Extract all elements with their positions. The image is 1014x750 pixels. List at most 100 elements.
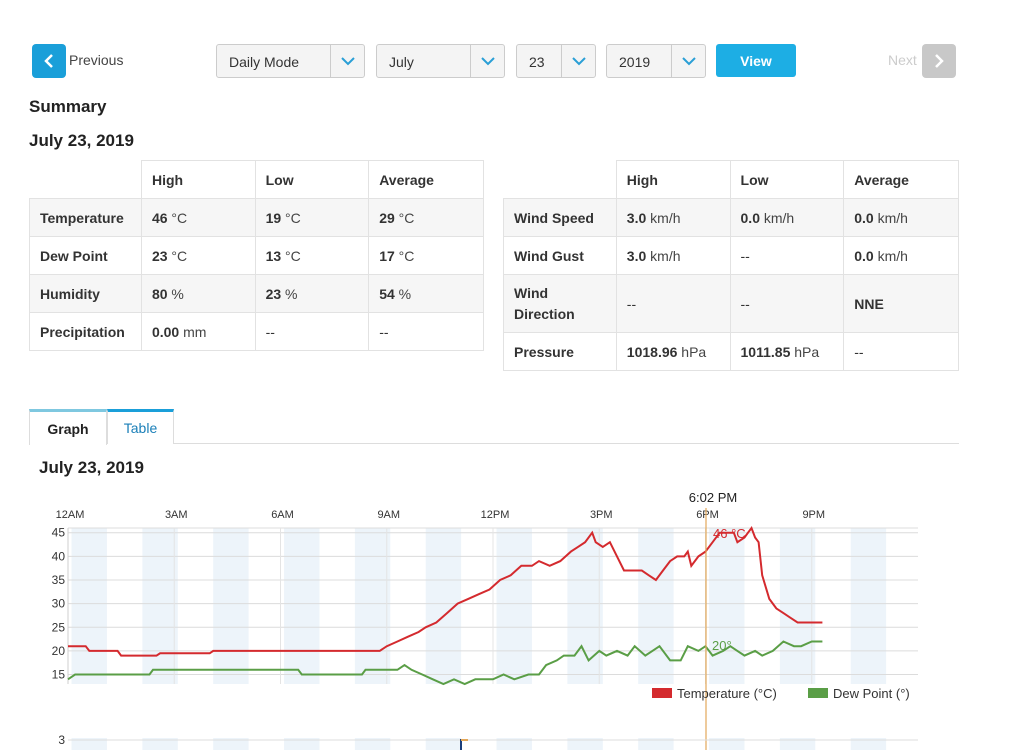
table-cell: 23 % bbox=[254, 274, 370, 313]
table-cell: 54 % bbox=[368, 274, 484, 313]
table-row: Precipitation 0.00 mm -- -- bbox=[29, 312, 484, 351]
hour-band bbox=[496, 738, 532, 750]
table-cell: 13 °C bbox=[254, 236, 370, 275]
day-select-value: 23 bbox=[529, 54, 545, 70]
legend-swatch bbox=[652, 688, 672, 698]
view-button[interactable]: View bbox=[716, 44, 796, 77]
table-row: Wind Gust 3.0 km/h -- 0.0 km/h bbox=[503, 236, 959, 275]
row-label: Humidity bbox=[29, 274, 142, 313]
hour-band bbox=[213, 528, 249, 684]
crosshair-time: 6:02 PM bbox=[689, 490, 737, 505]
row-label: Dew Point bbox=[29, 236, 142, 275]
year-select-value: 2019 bbox=[619, 54, 651, 70]
day-select[interactable]: 23 bbox=[516, 44, 596, 78]
previous-label[interactable]: Previous bbox=[69, 52, 124, 68]
y-tick-label: 25 bbox=[52, 620, 66, 634]
x-tick-label: 9AM bbox=[377, 509, 400, 521]
hour-band bbox=[779, 738, 816, 750]
month-select[interactable]: July bbox=[376, 44, 505, 78]
row-label: Wind Direction bbox=[503, 274, 617, 333]
table-cell: 0.0 km/h bbox=[843, 198, 959, 237]
row-label: Wind Gust bbox=[503, 236, 617, 275]
hour-band bbox=[850, 738, 887, 750]
legend-label: Dew Point (°) bbox=[833, 686, 910, 701]
crosshair-dew-value: 20° bbox=[712, 638, 732, 653]
column-header: Average bbox=[368, 160, 484, 199]
next-label[interactable]: Next bbox=[888, 52, 917, 68]
row-label: Pressure bbox=[503, 332, 617, 371]
hour-band bbox=[142, 528, 178, 684]
row-label: Temperature bbox=[29, 198, 142, 237]
chart-date-heading: July 23, 2019 bbox=[39, 458, 144, 477]
x-tick-label: 3PM bbox=[590, 509, 613, 521]
table-cell: 19 °C bbox=[254, 198, 370, 237]
temperature-dewpoint-chart[interactable]: 15 20 25 30 35 40 45 12AM 3AM 6AM 9AM 12PM 3PM 6PM 9PM… bbox=[0, 480, 1014, 750]
table-cell: 80 % bbox=[140, 274, 256, 313]
table-row: Humidity 80 % 23 % 54 % bbox=[29, 274, 484, 313]
table-cell: NNE bbox=[843, 274, 959, 333]
next-button[interactable] bbox=[922, 44, 956, 78]
table-cell: -- bbox=[254, 312, 370, 351]
table-row: Wind Speed 3.0 km/h 0.0 km/h 0.0 km/h bbox=[503, 198, 959, 237]
tab-table[interactable]: Table bbox=[107, 409, 174, 444]
hour-band bbox=[709, 738, 745, 750]
x-tick-label: 6AM bbox=[271, 509, 294, 521]
column-header: High bbox=[140, 160, 256, 199]
row-label: Precipitation bbox=[29, 312, 142, 351]
table-cell: 3.0 km/h bbox=[615, 236, 731, 275]
table-cell: 0.0 km/h bbox=[729, 198, 845, 237]
hour-band bbox=[850, 528, 887, 684]
dew-point-line bbox=[67, 640, 823, 686]
summary-table-left: High Low Average Temperature 46 °C 19 °C 29 °C… bbox=[29, 160, 484, 351]
crosshair-temp-value: 46 °C bbox=[713, 526, 746, 541]
summary-date: July 23, 2019 bbox=[29, 131, 134, 150]
hour-band bbox=[709, 528, 745, 684]
table-cell: -- bbox=[843, 332, 959, 371]
table-cell: 23 °C bbox=[140, 236, 256, 275]
hour-band bbox=[638, 528, 674, 684]
table-row: Pressure 1018.96 hPa 1011.85 hPa -- bbox=[503, 332, 959, 371]
y-tick-label: 45 bbox=[52, 526, 66, 540]
y-tick-label: 35 bbox=[52, 573, 66, 587]
column-header: Average bbox=[843, 160, 959, 199]
x-tick-label: 6PM bbox=[696, 509, 719, 521]
hour-band bbox=[71, 738, 107, 750]
hour-band bbox=[71, 528, 107, 684]
column-header: Low bbox=[254, 160, 370, 199]
mode-select[interactable]: Daily Mode bbox=[216, 44, 365, 78]
column-header: High bbox=[615, 160, 731, 199]
hour-band bbox=[638, 738, 674, 750]
chevron-down-icon bbox=[330, 45, 364, 77]
table-row: Wind Direction -- -- NNE bbox=[503, 274, 959, 333]
y-tick-label: 15 bbox=[52, 668, 66, 682]
table-cell: 17 °C bbox=[368, 236, 484, 275]
table-cell: -- bbox=[729, 274, 845, 333]
hour-band bbox=[142, 738, 178, 750]
x-tick-label: 9PM bbox=[802, 509, 825, 521]
view-tabs: Graph Table bbox=[29, 409, 959, 445]
chevron-down-icon bbox=[470, 45, 504, 77]
table-cell: 0.00 mm bbox=[140, 312, 256, 351]
hour-band bbox=[284, 738, 320, 750]
table-cell: 1011.85 hPa bbox=[729, 332, 845, 371]
table-corner bbox=[29, 160, 142, 199]
x-tick-label: 12AM bbox=[56, 509, 85, 521]
summary-heading: Summary bbox=[29, 97, 107, 116]
table-cell: 1018.96 hPa bbox=[615, 332, 731, 371]
row-label: Wind Speed bbox=[503, 198, 617, 237]
table-row: Temperature 46 °C 19 °C 29 °C bbox=[29, 198, 484, 237]
tab-graph[interactable]: Graph bbox=[29, 409, 107, 445]
hour-band bbox=[425, 738, 462, 750]
x-tick-label: 3AM bbox=[165, 509, 188, 521]
hour-band bbox=[354, 528, 391, 684]
hour-band bbox=[567, 738, 603, 750]
month-select-value: July bbox=[389, 54, 414, 70]
y-tick-label: 30 bbox=[52, 597, 66, 611]
previous-button[interactable] bbox=[32, 44, 66, 78]
y-tick-label: 40 bbox=[52, 549, 66, 563]
year-select[interactable]: 2019 bbox=[606, 44, 706, 78]
y-tick-label: 20 bbox=[52, 644, 66, 658]
hour-band bbox=[779, 528, 816, 684]
legend-swatch bbox=[808, 688, 828, 698]
table-cell: 29 °C bbox=[368, 198, 484, 237]
